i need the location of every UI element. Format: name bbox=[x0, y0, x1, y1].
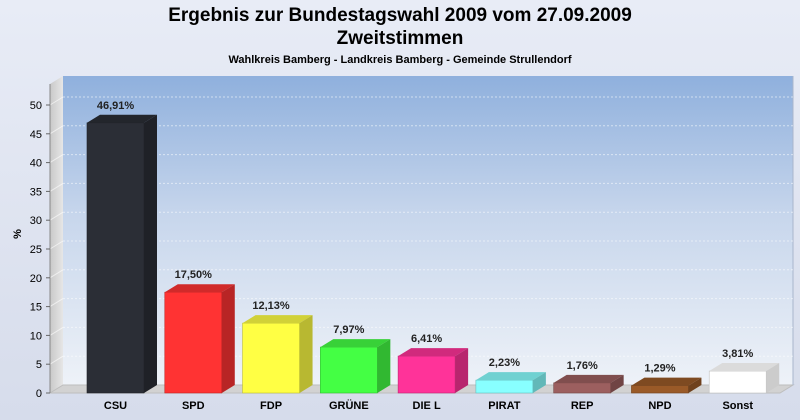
bar bbox=[708, 370, 767, 394]
y-tick-label: 30 bbox=[30, 215, 42, 227]
bar bbox=[475, 379, 534, 394]
x-tick-label: DIE L bbox=[413, 400, 441, 412]
bar-group: 6,41% bbox=[397, 333, 469, 394]
plot-left-wall bbox=[50, 76, 63, 393]
chart-title: Ergebnis zur Bundestagswahl 2009 vom 27.… bbox=[0, 4, 800, 50]
grid-line-side bbox=[49, 326, 64, 336]
bar-top bbox=[553, 374, 624, 383]
grid-line-side bbox=[49, 298, 64, 308]
y-axis-label: % bbox=[12, 229, 24, 239]
bar-top bbox=[475, 372, 546, 381]
bar-value-label: 46,91% bbox=[97, 100, 135, 112]
bar bbox=[164, 291, 223, 394]
bar-group: 3,81% bbox=[708, 348, 780, 394]
bar-group: 17,50% bbox=[164, 269, 235, 394]
bar-top bbox=[87, 114, 157, 123]
bar-value-label: 7,97% bbox=[333, 324, 364, 336]
grid-line-side bbox=[49, 125, 64, 135]
bar bbox=[631, 385, 689, 394]
bar-value-label: 17,50% bbox=[175, 269, 213, 281]
y-axis: 0 5 10 15 20 25 30 35 40 45 50 bbox=[30, 84, 51, 400]
y-tick-label: 20 bbox=[30, 273, 42, 285]
bar-group: 1,76% bbox=[553, 360, 624, 394]
bar-top bbox=[320, 339, 391, 348]
bar-group: 46,91% bbox=[86, 100, 157, 394]
x-tick-label: GRÜNE bbox=[329, 399, 369, 412]
bar-value-label: 1,76% bbox=[567, 360, 598, 372]
grid-line-side bbox=[49, 355, 64, 365]
bar-group: 2,23% bbox=[475, 357, 546, 394]
grid-line-side bbox=[49, 240, 64, 250]
y-tick-label: 35 bbox=[30, 186, 42, 198]
y-tick-label: 40 bbox=[30, 158, 42, 170]
bar-side bbox=[221, 284, 235, 393]
bar bbox=[242, 322, 300, 394]
grid-line-side bbox=[49, 154, 64, 164]
x-tick-label: NPD bbox=[648, 400, 671, 412]
bar-top bbox=[242, 315, 313, 324]
bar-top bbox=[398, 348, 469, 357]
bar-value-label: 12,13% bbox=[252, 300, 290, 312]
x-tick-label: REP bbox=[571, 400, 594, 412]
chart-title-line-1: Ergebnis zur Bundestagswahl 2009 vom 27.… bbox=[168, 5, 632, 26]
chart-subtitle: Wahlkreis Bamberg - Landkreis Bamberg - … bbox=[228, 54, 572, 66]
bar-side bbox=[144, 114, 157, 393]
bar-side bbox=[766, 363, 780, 393]
bar-group: 1,29% bbox=[631, 363, 702, 394]
bar-side bbox=[688, 377, 702, 393]
x-tick-label: SPD bbox=[182, 400, 205, 412]
bar-group: 7,97% bbox=[320, 324, 391, 394]
bar-side bbox=[377, 339, 391, 393]
bar-top bbox=[709, 363, 780, 372]
y-tick-label: 45 bbox=[30, 129, 42, 141]
bar-value-label: 2,23% bbox=[489, 357, 520, 369]
y-tick-label: 0 bbox=[36, 388, 42, 400]
y-tick-label: 5 bbox=[36, 359, 42, 371]
x-tick-label: FDP bbox=[260, 400, 282, 412]
bar bbox=[553, 382, 611, 394]
bars: 46,91% 17,50% 12,13% 7,97% 6,41% 2,23% 1,76% 1,… bbox=[86, 100, 780, 394]
x-axis: CSU SPD FDP GRÜNE DIE L PIRAT REP NPD Sonst bbox=[104, 399, 753, 412]
grid-line-side bbox=[49, 182, 64, 192]
x-tick-label: PIRAT bbox=[488, 400, 520, 412]
bar-side bbox=[299, 315, 313, 393]
chart-title-line-2: Zweitstimmen bbox=[336, 28, 464, 49]
y-tick-label: 25 bbox=[30, 244, 42, 256]
grid-line-side bbox=[49, 96, 64, 106]
y-tick-label: 10 bbox=[30, 330, 42, 342]
bar bbox=[86, 122, 145, 394]
bar-value-label: 3,81% bbox=[722, 348, 753, 360]
bar-side bbox=[532, 372, 546, 393]
grid-line-side bbox=[49, 269, 64, 279]
y-tick-label: 50 bbox=[30, 100, 42, 112]
x-tick-label: CSU bbox=[104, 400, 127, 412]
bar-top bbox=[631, 377, 702, 386]
bar-side bbox=[610, 374, 624, 393]
x-tick-label: Sonst bbox=[722, 400, 753, 412]
bar-top bbox=[164, 284, 235, 293]
grid-line-side bbox=[49, 211, 64, 221]
bar-value-label: 6,41% bbox=[411, 333, 442, 345]
bar-side bbox=[455, 348, 469, 393]
plot-background bbox=[48, 76, 795, 394]
bar-value-label: 1,29% bbox=[644, 363, 675, 375]
y-tick-label: 15 bbox=[30, 302, 42, 314]
bar-group: 12,13% bbox=[242, 300, 313, 394]
bar bbox=[320, 346, 378, 394]
bar bbox=[397, 355, 456, 394]
